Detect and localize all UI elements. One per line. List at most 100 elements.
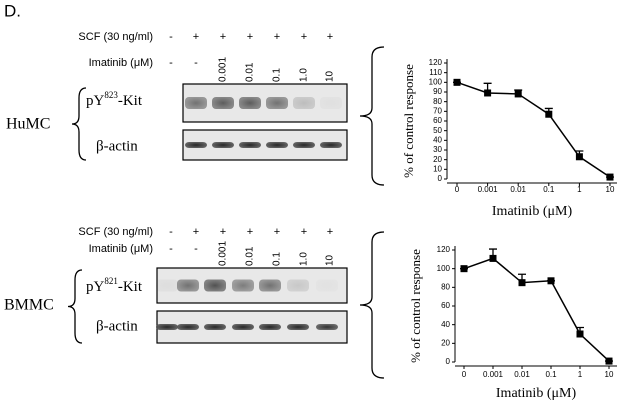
y-tick-label: 100 [437,264,451,273]
blot-band [266,97,288,109]
y-tick-label: 120 [429,58,443,67]
dose-label: 0.001 [218,57,229,82]
y-tick-label: 50 [433,126,442,135]
scf-sign: + [220,31,226,43]
dose-label: 0.1 [272,68,283,82]
phospho-label: pY823-Kit [86,90,143,109]
blot-band [156,324,178,330]
dose-label: 0.01 [245,62,256,82]
y-tick-label: 120 [437,245,451,254]
blot-band [239,142,261,148]
blot-panel [182,129,348,161]
blot-band [232,324,254,330]
blot-band [259,324,281,330]
data-point [518,279,526,287]
dose-label: - [194,243,198,255]
x-tick-label: 0.01 [514,370,530,379]
blot-band [204,324,226,330]
blot-band [316,324,338,330]
data-point [547,277,555,285]
scf-sign: + [274,31,280,43]
scf-sign: + [327,226,333,238]
loading-label: β-actin [96,318,138,334]
x-tick-label: 1 [578,370,583,379]
data-point [576,330,584,338]
data-point [484,89,492,97]
blot-band [320,142,342,148]
blot-band [266,142,288,148]
dose-label: - [169,243,173,255]
phospho-part: pY [86,279,105,295]
scf-sign: + [327,31,333,43]
loading-label: β-actin [96,138,138,154]
scf-sign: - [169,226,173,238]
data-point [606,173,614,181]
blot-band [177,324,199,330]
cell-brace [71,87,87,161]
phospho-part: -Kit [118,93,143,109]
scf-label: SCF (30 ng/ml) [78,226,153,238]
blot-band [293,142,315,148]
cell-line: BMMC [4,297,54,314]
y-tick-label: 70 [433,106,442,115]
y-tick-label: 20 [441,338,450,347]
x-tick-label: 0.01 [510,185,526,194]
phospho-part: -Kit [118,279,143,295]
data-point [514,90,522,98]
dose-label: 10 [325,254,336,266]
scf-sign: + [274,226,280,238]
blot-band [293,97,315,109]
dose-label: 0.001 [218,241,229,266]
y-tick-label: 0 [446,357,451,366]
blot-band [287,279,309,292]
scf-sign: + [301,31,307,43]
y-tick-label: 60 [441,301,450,310]
blot-band [232,279,254,292]
blot-band [287,324,309,330]
x-axis-label: Imatinib (μM) [496,386,577,401]
cell-line: HuMC [6,116,50,133]
scf-sign: - [169,31,173,43]
y-tick-label: 30 [433,145,442,154]
panel-label: D. [4,1,21,20]
data-point [460,265,468,273]
x-tick-label: 0.001 [478,185,499,194]
blot-band [185,142,207,148]
phospho-part: pY [86,93,105,109]
chart-brace [359,231,385,379]
scf-sign: + [247,226,253,238]
blot-panel [182,83,348,123]
scf-sign: + [301,226,307,238]
dose-label: 1.0 [299,252,310,266]
y-tick-label: 0 [438,174,443,183]
y-tick-label: 40 [433,135,442,144]
x-axis-label: Imatinib (μM) [492,204,573,219]
dose-label: - [169,57,173,69]
y-tick-label: 100 [429,77,443,86]
x-tick-label: 0.001 [483,370,504,379]
y-axis-label: % of control response [408,249,423,363]
blot-band [316,280,338,292]
x-tick-label: 0 [455,185,460,194]
data-point [489,254,497,262]
phospho-part: 823 [104,90,118,100]
x-tick-label: 1 [577,185,582,194]
blot-band [320,97,342,109]
y-tick-label: 80 [441,282,450,291]
x-tick-label: 10 [606,185,615,194]
x-tick-label: 10 [605,370,614,379]
data-point [575,153,583,161]
blot-band [212,97,234,109]
cell-brace [67,269,83,344]
dose-label: 0.01 [245,246,256,266]
y-tick-label: 110 [429,68,442,77]
y-axis-label: % of control response [401,64,416,178]
blot-band [204,279,226,292]
phospho-label: pY821-Kit [86,276,143,295]
dose-label: 0.1 [272,252,283,266]
blot-band [212,142,234,148]
x-tick-label: 0.1 [543,185,555,194]
scf-sign: + [220,226,226,238]
y-tick-label: 20 [433,155,442,164]
